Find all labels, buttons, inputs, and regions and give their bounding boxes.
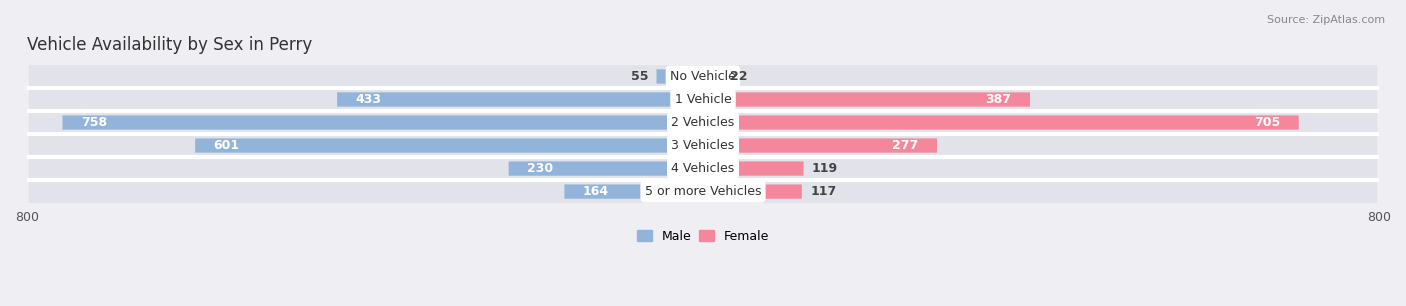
Text: 5 or more Vehicles: 5 or more Vehicles [645,185,761,198]
FancyBboxPatch shape [337,92,703,107]
Text: 277: 277 [893,139,918,152]
FancyBboxPatch shape [657,69,703,84]
Text: 230: 230 [527,162,554,175]
Text: 601: 601 [214,139,240,152]
Text: 4 Vehicles: 4 Vehicles [672,162,734,175]
FancyBboxPatch shape [28,157,1378,180]
FancyBboxPatch shape [509,162,703,176]
Text: 119: 119 [813,162,838,175]
Text: 3 Vehicles: 3 Vehicles [672,139,734,152]
Text: Source: ZipAtlas.com: Source: ZipAtlas.com [1267,15,1385,25]
Text: 2 Vehicles: 2 Vehicles [672,116,734,129]
FancyBboxPatch shape [564,185,703,199]
FancyBboxPatch shape [28,111,1378,134]
Text: Vehicle Availability by Sex in Perry: Vehicle Availability by Sex in Perry [27,36,312,54]
FancyBboxPatch shape [28,180,1378,203]
FancyBboxPatch shape [703,138,936,153]
Text: 164: 164 [583,185,609,198]
FancyBboxPatch shape [703,69,721,84]
Legend: Male, Female: Male, Female [633,226,773,247]
FancyBboxPatch shape [28,134,1378,157]
FancyBboxPatch shape [703,185,801,199]
Text: No Vehicle: No Vehicle [671,70,735,83]
Text: 758: 758 [82,116,107,129]
FancyBboxPatch shape [703,92,1031,107]
FancyBboxPatch shape [62,115,703,130]
Text: 1 Vehicle: 1 Vehicle [675,93,731,106]
Text: 55: 55 [630,70,648,83]
Text: 22: 22 [730,70,748,83]
Text: 433: 433 [356,93,381,106]
FancyBboxPatch shape [703,162,804,176]
FancyBboxPatch shape [195,138,703,153]
FancyBboxPatch shape [28,88,1378,111]
Text: 705: 705 [1254,116,1279,129]
FancyBboxPatch shape [28,65,1378,88]
FancyBboxPatch shape [703,115,1299,130]
Text: 387: 387 [986,93,1011,106]
Text: 117: 117 [810,185,837,198]
